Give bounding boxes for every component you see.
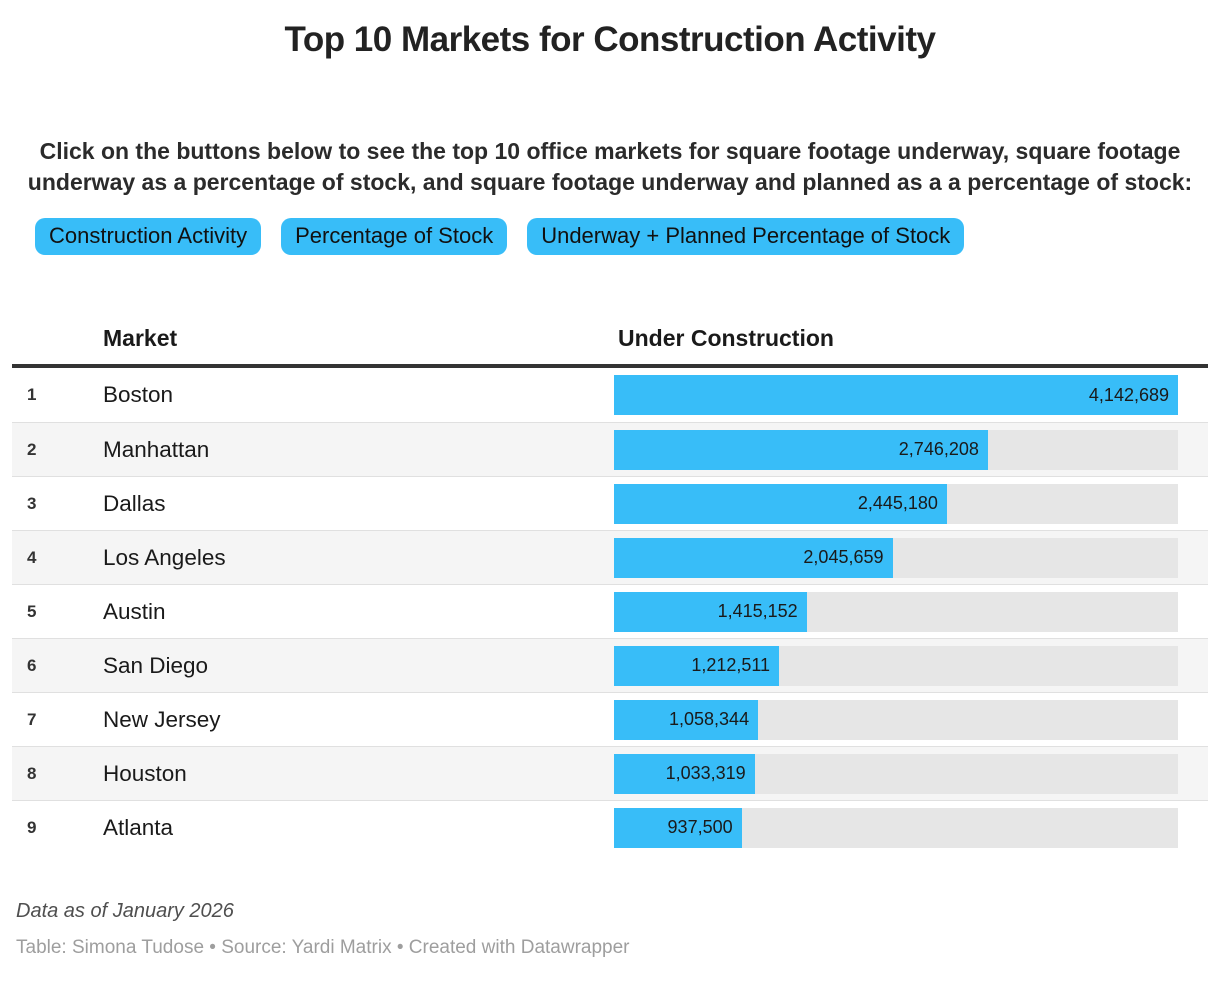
rank-cell: 1 bbox=[27, 385, 37, 404]
market-name: Houston bbox=[103, 760, 187, 786]
market-name: Boston bbox=[103, 382, 174, 407]
market-name: Dallas bbox=[103, 490, 166, 516]
bar-cell: 2,445,180 bbox=[614, 483, 1208, 524]
table-header-row: Market Under Construction bbox=[12, 313, 1208, 368]
bar-cell: 937,500 bbox=[614, 807, 1208, 848]
page-title: Top 10 Markets for Construction Activity bbox=[284, 20, 936, 59]
value-bar: 4,142,689 bbox=[614, 375, 1178, 415]
rank-cell: 6 bbox=[27, 655, 37, 675]
bar-value-label: 2,045,659 bbox=[803, 547, 884, 567]
rank-cell: 4 bbox=[27, 547, 37, 567]
bar-value-label: 2,746,208 bbox=[898, 439, 979, 459]
underway-planned-percentage-button[interactable]: Underway + Planned Percentage of Stock bbox=[527, 218, 965, 255]
value-bar: 2,445,180 bbox=[614, 483, 947, 524]
value-bar: 2,746,208 bbox=[614, 429, 988, 470]
market-name: Manhattan bbox=[103, 436, 210, 462]
value-bar: 1,058,344 bbox=[614, 699, 759, 740]
market-name: San Diego bbox=[103, 652, 209, 678]
intro-text: Click on the buttons below to see the to… bbox=[27, 138, 1193, 195]
market-name: Atlanta bbox=[103, 814, 174, 840]
percentage-of-stock-button[interactable]: Percentage of Stock bbox=[281, 218, 508, 255]
bar-track: 1,415,152 bbox=[614, 591, 1178, 632]
bar-cell: 1,033,319 bbox=[614, 753, 1208, 794]
button-row: Construction Activity Percentage of Stoc… bbox=[12, 218, 1208, 255]
value-bar: 1,415,152 bbox=[614, 591, 807, 632]
bar-value-label: 2,445,180 bbox=[857, 493, 938, 513]
table-row: 8 Houston 1,033,319 bbox=[12, 746, 1208, 800]
market-name: New Jersey bbox=[103, 706, 221, 732]
bar-cell: 4,142,689 bbox=[614, 375, 1208, 415]
bar-value-label: 1,415,152 bbox=[717, 601, 798, 621]
table-row: 4 Los Angeles 2,045,659 bbox=[12, 530, 1208, 584]
bar-cell: 1,058,344 bbox=[614, 699, 1208, 740]
construction-activity-button[interactable]: Construction Activity bbox=[35, 218, 262, 255]
market-name: Los Angeles bbox=[103, 544, 226, 570]
value-bar: 1,033,319 bbox=[614, 753, 755, 794]
table-row: 2 Manhattan 2,746,208 bbox=[12, 422, 1208, 476]
market-name: Austin bbox=[103, 598, 166, 624]
bar-track: 937,500 bbox=[614, 807, 1178, 848]
bar-track: 2,045,659 bbox=[614, 537, 1178, 578]
byline: Table: Simona Tudose • Source: Yardi Mat… bbox=[16, 937, 630, 958]
table-body: 1 Boston 4,142,689 2 Manhattan 2,746,208 3 Dall… bbox=[12, 368, 1208, 854]
under-construction-column-header: Under Construction bbox=[618, 325, 834, 351]
markets-table: Market Under Construction 1 Boston 4,142,6… bbox=[12, 313, 1208, 854]
bar-cell: 2,045,659 bbox=[614, 537, 1208, 578]
rank-cell: 2 bbox=[27, 439, 37, 459]
bar-track: 2,445,180 bbox=[614, 483, 1178, 524]
bar-value-label: 1,058,344 bbox=[669, 709, 750, 729]
bar-cell: 2,746,208 bbox=[614, 429, 1208, 470]
table-row: 9 Atlanta 937,500 bbox=[12, 800, 1208, 854]
bar-value-label: 937,500 bbox=[667, 817, 733, 837]
table-row: 1 Boston 4,142,689 bbox=[12, 368, 1208, 422]
table-row: 6 San Diego 1,212,511 bbox=[12, 638, 1208, 692]
rank-cell: 5 bbox=[27, 601, 37, 621]
value-bar: 2,045,659 bbox=[614, 537, 893, 578]
bar-track: 1,033,319 bbox=[614, 753, 1178, 794]
rank-cell: 7 bbox=[27, 709, 37, 729]
market-column-header: Market bbox=[103, 325, 178, 351]
bar-cell: 1,415,152 bbox=[614, 591, 1208, 632]
bar-value-label: 4,142,689 bbox=[1088, 384, 1169, 405]
rank-cell: 9 bbox=[27, 817, 37, 837]
rank-cell: 8 bbox=[27, 763, 37, 783]
bar-value-label: 1,212,511 bbox=[691, 655, 771, 675]
value-bar: 937,500 bbox=[614, 807, 742, 848]
table-row: 7 New Jersey 1,058,344 bbox=[12, 692, 1208, 746]
footer: Data as of January 2026 Table: Simona Tu… bbox=[12, 899, 1208, 959]
bar-track: 1,212,511 bbox=[614, 645, 1178, 686]
bar-track: 4,142,689 bbox=[614, 375, 1178, 415]
bar-track: 2,746,208 bbox=[614, 429, 1178, 470]
rank-cell: 3 bbox=[27, 493, 37, 513]
bar-value-label: 1,033,319 bbox=[665, 763, 746, 783]
table-row: 3 Dallas 2,445,180 bbox=[12, 476, 1208, 530]
bar-cell: 1,212,511 bbox=[614, 645, 1208, 686]
value-bar: 1,212,511 bbox=[614, 645, 780, 686]
table-row: 5 Austin 1,415,152 bbox=[12, 584, 1208, 638]
bar-track: 1,058,344 bbox=[614, 699, 1178, 740]
data-as-of-note: Data as of January 2026 bbox=[16, 900, 234, 922]
